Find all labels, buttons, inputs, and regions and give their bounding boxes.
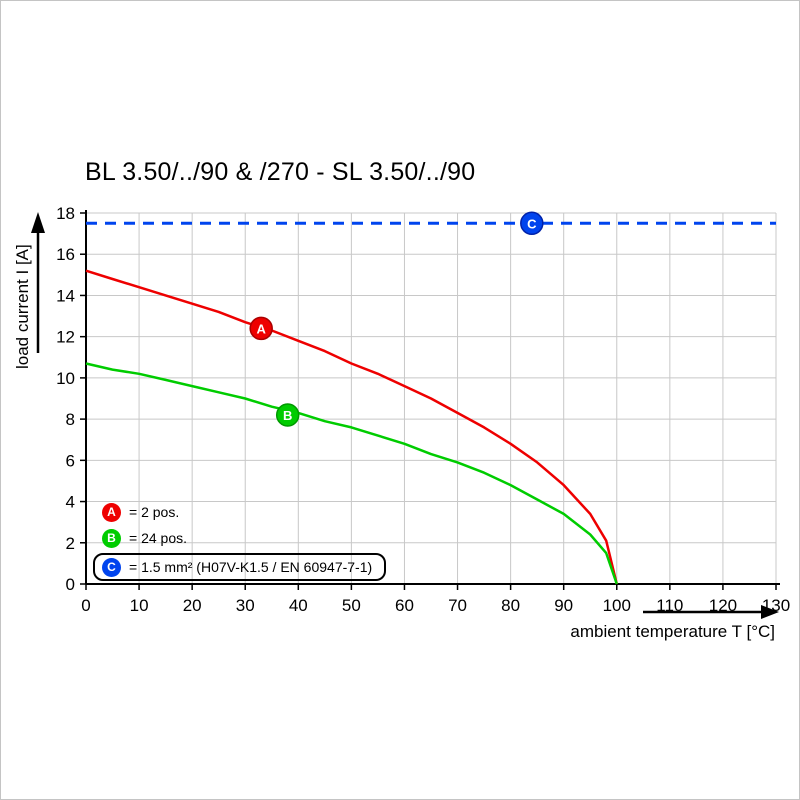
- svg-text:10: 10: [130, 596, 149, 615]
- y-tick-labels: 0 2 4 6 8 10 12 14 16 18: [56, 204, 75, 594]
- svg-text:A: A: [257, 321, 267, 336]
- svg-text:30: 30: [236, 596, 255, 615]
- x-axis-arrow-icon: [643, 605, 779, 619]
- tick-marks: [80, 212, 777, 590]
- axes: [85, 210, 780, 585]
- svg-text:50: 50: [342, 596, 361, 615]
- svg-text:4: 4: [66, 493, 75, 512]
- svg-text:6: 6: [66, 451, 75, 470]
- svg-text:90: 90: [554, 596, 573, 615]
- svg-text:0: 0: [66, 575, 75, 594]
- svg-text:120: 120: [709, 596, 737, 615]
- svg-text:60: 60: [395, 596, 414, 615]
- curve-marker-A: A: [249, 316, 273, 341]
- legend-item-b: B = 24 pos.: [93, 525, 386, 551]
- svg-text:8: 8: [66, 410, 75, 429]
- legend-marker-a-icon: A: [102, 502, 121, 522]
- svg-text:100: 100: [603, 596, 631, 615]
- grid-lines: [86, 212, 777, 584]
- chart-legend: A = 2 pos. B = 24 pos. C = 1.5 mm² (H07V…: [93, 499, 387, 581]
- svg-text:10: 10: [56, 369, 75, 388]
- svg-text:110: 110: [656, 596, 683, 615]
- svg-text:14: 14: [56, 286, 75, 305]
- legend-label-b: = 24 pos.: [129, 530, 187, 546]
- x-axis-label: ambient temperature T [°C]: [570, 622, 775, 641]
- legend-marker-c-icon: C: [102, 557, 121, 577]
- svg-text:70: 70: [448, 596, 467, 615]
- svg-text:20: 20: [183, 596, 202, 615]
- legend-item-a: A = 2 pos.: [93, 499, 386, 525]
- svg-text:16: 16: [56, 245, 75, 264]
- chart-title: BL 3.50/../90 & /270 - SL 3.50/../90: [85, 158, 476, 186]
- svg-text:B: B: [283, 408, 292, 423]
- svg-text:0: 0: [81, 596, 90, 615]
- svg-text:2: 2: [66, 534, 75, 553]
- svg-text:C: C: [527, 216, 537, 231]
- svg-text:80: 80: [501, 596, 520, 615]
- legend-label-a: = 2 pos.: [129, 504, 180, 520]
- curve-marker-B: B: [275, 403, 300, 427]
- svg-text:40: 40: [289, 596, 308, 615]
- svg-text:12: 12: [56, 328, 75, 347]
- svg-text:18: 18: [56, 204, 75, 223]
- curve-A: [85, 269, 619, 585]
- legend-marker-b-icon: B: [102, 528, 121, 548]
- curve-marker-C: C: [520, 211, 544, 236]
- y-axis-arrow-icon: [31, 212, 45, 353]
- legend-label-c: = 1.5 mm² (H07V-K1.5 / EN 60947-7-1): [129, 559, 373, 575]
- curve-B: [85, 362, 618, 585]
- legend-item-c: C = 1.5 mm² (H07V-K1.5 / EN 60947-7-1): [93, 553, 387, 581]
